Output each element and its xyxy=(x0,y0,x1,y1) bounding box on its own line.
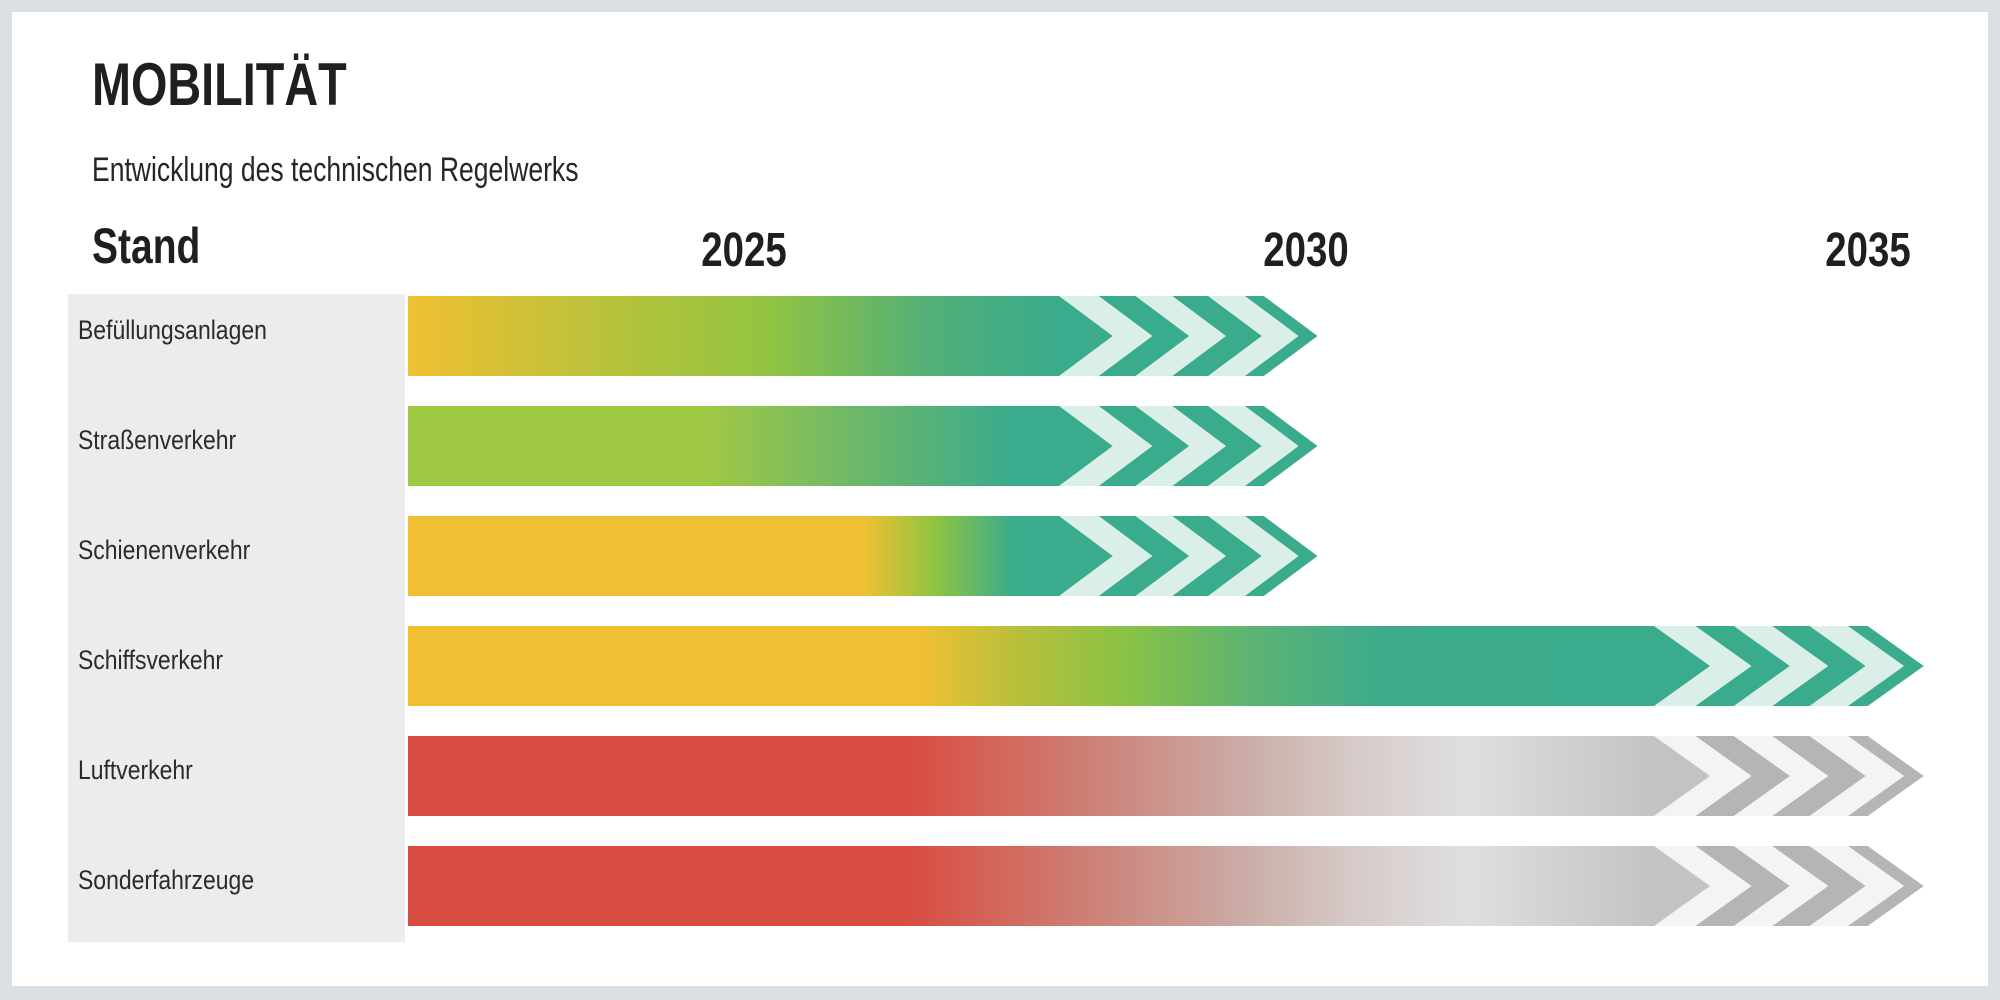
arrow-chevrons-5 xyxy=(1654,736,1925,816)
row-label-5: Luftverkehr xyxy=(78,754,193,785)
timeline-bar-5 xyxy=(408,736,1655,816)
timeline-bar-2 xyxy=(408,406,1059,486)
axis-label-stand: Stand xyxy=(92,218,201,274)
arrow-chevrons-4 xyxy=(1654,626,1925,706)
row-label-6: Sonderfahrzeuge xyxy=(78,864,255,895)
arrow-chevrons-1 xyxy=(1058,296,1318,376)
timeline-bar-1 xyxy=(408,296,1059,376)
timeline-bar-4 xyxy=(408,626,1655,706)
page-title: MOBILITÄT xyxy=(92,51,347,118)
timeline-bar-3 xyxy=(408,516,1059,596)
axis-tick-2030: 2030 xyxy=(1263,224,1349,277)
row-label-3: Schienenverkehr xyxy=(78,534,251,565)
arrow-chevrons-6 xyxy=(1654,846,1925,926)
axis-tick-2035: 2035 xyxy=(1825,224,1911,277)
arrow-chevrons-3 xyxy=(1058,516,1318,596)
category-label-panel xyxy=(68,294,405,942)
chart-card: MOBILITÄT Entwicklung des technischen Re… xyxy=(12,12,1988,986)
row-label-2: Straßenverkehr xyxy=(78,424,237,455)
chart-subtitle: Entwicklung des technischen Regelwerks xyxy=(92,151,579,189)
row-label-1: Befüllungsanlagen xyxy=(78,314,267,345)
timeline-bar-6 xyxy=(408,846,1655,926)
axis-tick-2025: 2025 xyxy=(701,224,787,277)
row-label-4: Schiffsverkehr xyxy=(78,644,223,675)
arrow-chevrons-2 xyxy=(1058,406,1318,486)
